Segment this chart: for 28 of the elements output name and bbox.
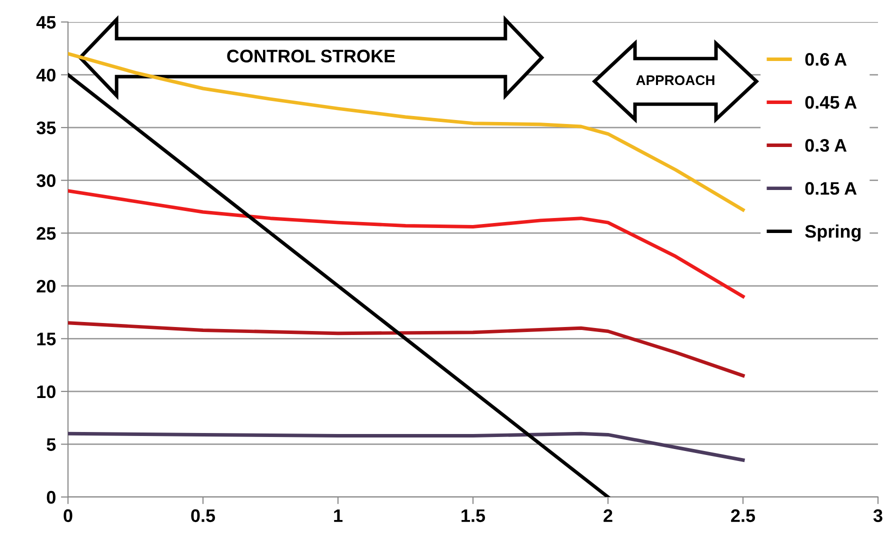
line-series — [68, 432, 745, 462]
y-tick-label: 5 — [46, 438, 56, 451]
x-tick-label: 1.5 — [462, 509, 486, 522]
line-series — [68, 52, 745, 212]
legend-label: 0.45 A — [805, 96, 857, 109]
x-tick-label: 2.5 — [731, 509, 756, 522]
y-tick-label: 15 — [37, 332, 56, 346]
x-tick-label: 3 — [873, 509, 882, 522]
y-tick-label: 10 — [37, 385, 56, 398]
x-tick-label: 0.5 — [191, 509, 216, 522]
annotation: CONTROL STROKE — [227, 50, 395, 62]
legend-label: 0.6 A — [805, 52, 847, 66]
x-tick-label: 0 — [64, 509, 72, 522]
y-tick-label: 40 — [36, 68, 56, 82]
x-tick-label: 2 — [604, 509, 612, 522]
y-tick-label: 0 — [46, 490, 56, 504]
y-tick-label: 20 — [36, 280, 56, 293]
x-tick-label: 1 — [334, 509, 343, 522]
legend-label: 0.3 A — [805, 139, 847, 152]
y-tick-label: 35 — [36, 121, 56, 134]
y-tick-label: 25 — [36, 227, 56, 240]
line-series — [68, 189, 745, 298]
legend-label: Spring — [805, 224, 861, 242]
y-tick-label: 45 — [36, 16, 56, 29]
legend-label: 0.15 A — [805, 182, 857, 195]
line-series — [68, 321, 745, 378]
y-tick-label: 30 — [36, 174, 56, 188]
annotation: APPROACH — [636, 75, 714, 86]
